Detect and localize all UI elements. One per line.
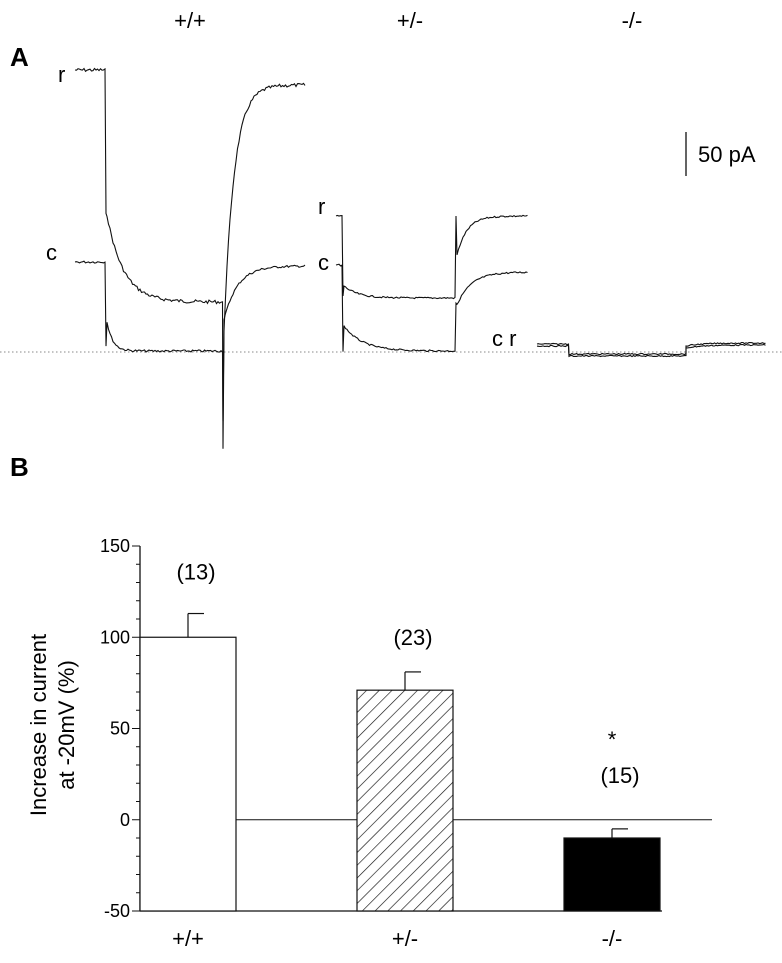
panel-b-letter: B bbox=[10, 452, 29, 482]
significance-marker: * bbox=[608, 727, 617, 752]
x-tick-label-3: -/- bbox=[602, 926, 623, 951]
trace-wt-r bbox=[74, 67, 306, 449]
trace-label-ko-cr: c r bbox=[492, 326, 516, 351]
genotype-label-ko: -/- bbox=[622, 8, 643, 33]
bar-chart: -50 0 50 100 150 (13) +/+ (23) +/- (15) * -/- bbox=[100, 536, 712, 951]
genotype-label-wt: +/+ bbox=[174, 8, 206, 33]
y-axis-label-line2: at -20mV (%) bbox=[54, 660, 79, 790]
trace-wt-c bbox=[74, 260, 306, 421]
y-tick-label: 100 bbox=[100, 627, 130, 647]
panel-a: A +/+ +/- -/- 50 pA r c r c c r bbox=[0, 8, 782, 449]
trace-het-r bbox=[335, 214, 528, 300]
x-tick-label-2: +/- bbox=[392, 926, 418, 951]
y-tick-label: 150 bbox=[100, 536, 130, 556]
bar-3 bbox=[563, 837, 661, 912]
y-tick-label: 0 bbox=[120, 810, 130, 830]
n-label-2: (23) bbox=[393, 625, 432, 650]
bar-1 bbox=[139, 636, 237, 912]
trace-label-wt-c: c bbox=[46, 240, 57, 265]
trace-ko-r bbox=[536, 341, 766, 356]
y-tick-label: 50 bbox=[110, 719, 130, 739]
y-tick-label: -50 bbox=[104, 901, 130, 921]
trace-label-het-r: r bbox=[318, 194, 325, 219]
trace-het-c bbox=[335, 263, 528, 353]
genotype-label-het: +/- bbox=[397, 8, 423, 33]
n-label-3: (15) bbox=[600, 763, 639, 788]
scale-bar-label: 50 pA bbox=[698, 142, 756, 167]
trace-ko-c bbox=[536, 343, 766, 358]
x-tick-label-1: +/+ bbox=[172, 926, 204, 951]
trace-label-wt-r: r bbox=[58, 62, 65, 87]
bar-2 bbox=[356, 689, 454, 912]
y-axis-label-line1: Increase in current bbox=[26, 634, 51, 816]
panel-a-letter: A bbox=[10, 42, 29, 72]
panel-b: B -50 0 50 100 150 (13) +/+ (23) +/- (15) * -/- Inc… bbox=[10, 452, 712, 951]
trace-label-het-c: c bbox=[318, 250, 329, 275]
n-label-1: (13) bbox=[176, 560, 215, 585]
